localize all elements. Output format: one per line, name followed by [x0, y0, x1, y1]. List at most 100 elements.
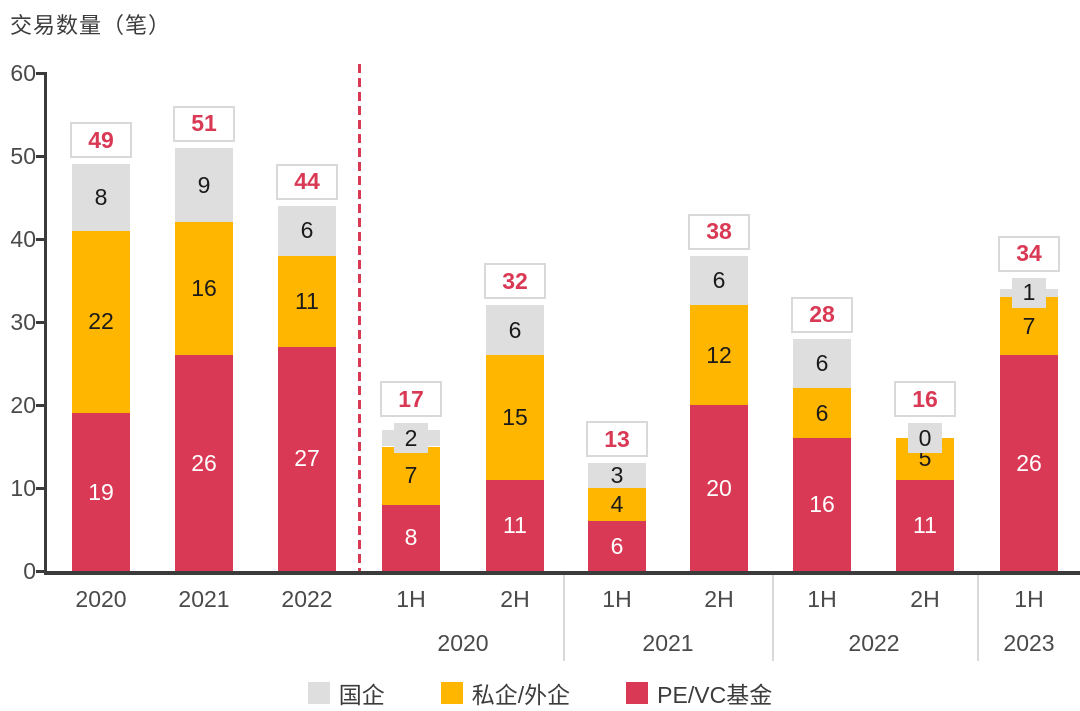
segment-pevc-1H 2021: 6 — [588, 521, 646, 571]
total-value-label-2H 2020: 32 — [484, 263, 546, 300]
segment-value-label-outside: 0 — [908, 423, 942, 454]
annual-halfyear-separator-dashed-line — [358, 64, 361, 571]
segment-value-label: 7 — [404, 462, 418, 489]
x-group-label: 2023 — [1003, 630, 1055, 656]
segment-value-label: 6 — [610, 532, 624, 559]
segment-value-label: 6 — [508, 316, 522, 343]
segment-value-label: 8 — [94, 183, 108, 210]
segment-soe-1H 2021: 3 — [588, 463, 646, 488]
segment-value-label: 4 — [610, 491, 624, 518]
x-tick-label: 2021 — [178, 586, 230, 612]
total-value-label-1H 2022: 28 — [791, 296, 853, 333]
segment-private-1H 2020: 7 — [382, 446, 440, 505]
segment-value-label: 6 — [815, 399, 829, 426]
legend-swatch — [626, 682, 649, 704]
chart-title: 交易数量（笔） — [10, 13, 172, 38]
y-tick-label: 20 — [10, 392, 36, 418]
total-value-label-2020: 49 — [70, 122, 132, 159]
segment-value-label-outside: 2 — [394, 423, 428, 454]
segment-value-label: 8 — [404, 524, 418, 551]
x-tick-label: 1H — [1014, 586, 1044, 612]
y-tick-mark — [36, 238, 46, 241]
segment-value-label: 12 — [706, 341, 732, 368]
group-divider — [772, 575, 774, 661]
x-tick-label: 2020 — [75, 586, 127, 612]
segment-soe-2020: 8 — [72, 164, 130, 231]
segment-value-label: 6 — [712, 266, 726, 293]
x-group-label: 2021 — [642, 630, 694, 656]
segment-value-label: 6 — [815, 349, 829, 376]
total-value-label-1H 2023: 34 — [998, 235, 1060, 272]
segment-pevc-1H 2023: 26 — [1000, 355, 1058, 571]
segment-value-label: 22 — [88, 308, 114, 335]
segment-private-2H 2020: 15 — [486, 355, 544, 480]
segment-value-label: 16 — [191, 275, 217, 302]
segment-value-label: 20 — [706, 474, 732, 501]
y-tick-mark — [36, 155, 46, 158]
x-tick-label: 1H — [807, 586, 837, 612]
legend-item: PE/VC基金 — [626, 676, 772, 710]
segment-pevc-2022: 27 — [278, 346, 336, 571]
x-tick-label: 2H — [500, 586, 530, 612]
segment-soe-2H 2021: 6 — [690, 255, 748, 306]
y-tick-label: 50 — [10, 143, 36, 169]
segment-soe-2022: 6 — [278, 205, 336, 256]
segment-soe-2H 2020: 6 — [486, 305, 544, 356]
legend-item: 私企/外企 — [440, 676, 571, 710]
y-tick-label: 60 — [10, 60, 36, 86]
legend: 国企 私企/外企 PE/VC基金 — [0, 676, 1080, 710]
segment-value-label: 7 — [1022, 312, 1036, 339]
group-divider — [977, 575, 979, 661]
segment-value-label: 9 — [197, 171, 211, 198]
segment-pevc-2H 2021: 20 — [690, 405, 748, 571]
legend-label: 私企/外企 — [471, 682, 571, 708]
segment-pevc-1H 2020: 8 — [382, 504, 440, 571]
y-tick-label: 0 — [23, 558, 36, 584]
legend-swatch — [307, 682, 330, 704]
x-tick-label: 1H — [602, 586, 632, 612]
y-tick-mark — [36, 487, 46, 490]
y-tick-mark — [36, 321, 46, 324]
x-tick-label: 1H — [396, 586, 426, 612]
x-tick-label: 2H — [910, 586, 940, 612]
x-group-label: 2022 — [848, 630, 900, 656]
segment-pevc-2020: 19 — [72, 413, 130, 571]
segment-pevc-2H 2020: 11 — [486, 479, 544, 571]
segment-value-label-outside: 1 — [1012, 277, 1046, 308]
segment-value-label: 3 — [610, 462, 624, 489]
segment-value-label: 26 — [191, 449, 217, 476]
segment-value-label: 15 — [502, 403, 528, 430]
y-tick-mark — [36, 570, 46, 573]
segment-pevc-1H 2022: 16 — [793, 438, 851, 571]
segment-value-label: 26 — [1016, 449, 1042, 476]
segment-private-1H 2023: 7 — [1000, 297, 1058, 356]
legend-label: PE/VC基金 — [657, 682, 773, 708]
x-axis-line — [44, 571, 1080, 575]
x-tick-label: 2022 — [281, 586, 333, 612]
segment-private-2022: 11 — [278, 255, 336, 347]
y-tick-label: 10 — [10, 475, 36, 501]
segment-value-label: 11 — [295, 287, 319, 314]
group-divider — [563, 575, 565, 661]
legend-label: 国企 — [338, 682, 385, 708]
total-value-label-1H 2020: 17 — [380, 381, 442, 418]
segment-private-1H 2022: 6 — [793, 388, 851, 439]
y-tick-mark — [36, 404, 46, 407]
segment-private-1H 2021: 4 — [588, 488, 646, 522]
segment-value-label: 27 — [294, 445, 320, 472]
total-value-label-2021: 51 — [173, 105, 235, 142]
total-value-label-2022: 44 — [276, 163, 338, 200]
segment-value-label: 19 — [88, 478, 114, 505]
segment-value-label: 11 — [503, 511, 527, 538]
x-tick-label: 2H — [704, 586, 734, 612]
total-value-label-1H 2021: 13 — [586, 421, 648, 458]
y-tick-label: 40 — [10, 226, 36, 252]
segment-value-label: 6 — [300, 217, 314, 244]
y-tick-label: 30 — [10, 309, 36, 335]
segment-value-label: 16 — [809, 491, 835, 518]
legend-swatch — [440, 682, 463, 704]
segment-private-2021: 16 — [175, 222, 233, 356]
segment-soe-1H 2022: 6 — [793, 338, 851, 389]
segment-pevc-2021: 26 — [175, 355, 233, 571]
